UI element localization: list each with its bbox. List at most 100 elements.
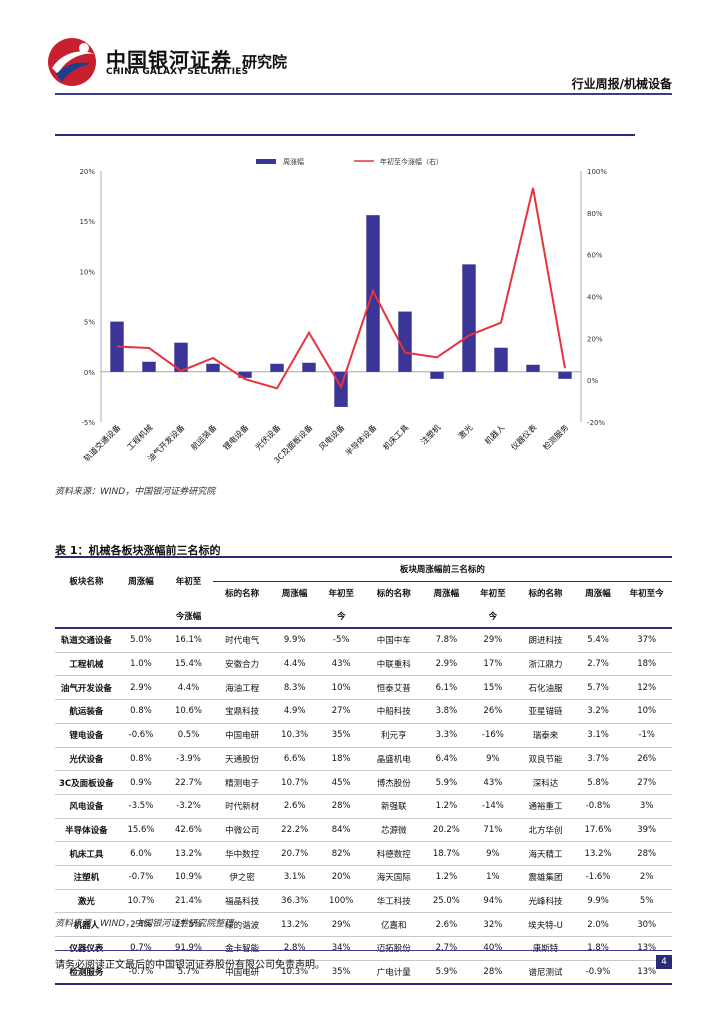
sector-name-cell: 仪器仪表 bbox=[55, 937, 118, 961]
table-cell: 1.0% bbox=[130, 659, 152, 670]
table-cell: 2.0% bbox=[587, 919, 609, 930]
table-cell: 18.7% bbox=[432, 848, 460, 859]
table-cell: 36.3% bbox=[281, 895, 309, 906]
table-cell: 10.6% bbox=[174, 706, 202, 717]
bar bbox=[526, 364, 540, 372]
table-cell: 15% bbox=[483, 682, 503, 693]
table-cell: -0.6% bbox=[128, 730, 154, 741]
table-cell: 9% bbox=[486, 753, 500, 764]
table-cell: 朗进科技 bbox=[528, 636, 563, 647]
table-cell: 20.7% bbox=[281, 848, 309, 859]
right-tick-label: 20% bbox=[587, 335, 603, 343]
col-name-2: 标的名称 bbox=[376, 589, 411, 600]
table-cell: 中联重科 bbox=[376, 660, 411, 671]
col-ytd: 年初至 bbox=[164, 555, 213, 605]
table-cell: 6.6% bbox=[283, 753, 306, 764]
table-row: 轨道交通设备 5.0% 16.1% 时代电气 9.9% -5% 中国中车 7.8% 29% 朗进科… bbox=[55, 628, 672, 653]
table-cell: 13.2% bbox=[281, 919, 309, 930]
table-cell: 2.8% bbox=[283, 943, 306, 954]
table-cell: 13.2% bbox=[584, 848, 612, 859]
table-cell: 21.4% bbox=[174, 895, 202, 906]
table-cell: 2.7% bbox=[435, 943, 458, 954]
table-cell: 5.8% bbox=[587, 777, 609, 788]
table-cell: 27.5% bbox=[174, 919, 202, 930]
table-cell: 39% bbox=[637, 824, 657, 835]
category-label: 机床工具 bbox=[381, 422, 411, 452]
category-label: 检测服务 bbox=[541, 422, 571, 452]
table-cell: 1% bbox=[486, 872, 500, 883]
table-cell: 亿嘉和 bbox=[381, 920, 407, 931]
col-week-3: 周涨幅 bbox=[585, 589, 611, 600]
table-cell: 20% bbox=[331, 872, 351, 883]
col-name-3: 标的名称 bbox=[528, 589, 563, 600]
sector-name-cell: 检测服务 bbox=[69, 968, 104, 979]
table-cell: 利元亨 bbox=[381, 731, 407, 742]
col-ytd-2: 年初至 bbox=[470, 581, 517, 604]
table-cell: 15.4% bbox=[174, 659, 202, 670]
table-row: 锂电设备 -0.6% 0.5% 中国电研 10.3% 35% 利元亨 3.3% -16% 瑞泰来 3… bbox=[55, 723, 672, 747]
bar bbox=[462, 264, 476, 372]
table-cell: 28% bbox=[331, 801, 351, 812]
table-cell: 5.7% bbox=[177, 967, 200, 978]
table-cell: 科德数控 bbox=[376, 849, 411, 860]
table-cell: 光峰科技 bbox=[528, 896, 563, 907]
table-cell: 天通股份 bbox=[225, 754, 260, 765]
table-cell: 安徽合力 bbox=[225, 660, 260, 671]
sector-name-cell: 机床工具 bbox=[69, 849, 104, 860]
table-cell: 5.9% bbox=[435, 967, 458, 978]
table-cell: 1.2% bbox=[435, 801, 458, 812]
category-label: 航运装备 bbox=[189, 422, 219, 452]
sector-name-cell: 半导体设备 bbox=[65, 825, 108, 836]
table-cell: 0.9% bbox=[130, 777, 152, 788]
col-sector: 板块名称 bbox=[55, 555, 118, 605]
brand-name-en: CHINA GALAXY SECURITIES bbox=[106, 67, 249, 77]
col-ytd-3: 年初至今 bbox=[629, 589, 664, 600]
table-cell: 3.1% bbox=[283, 872, 306, 883]
table-cell: 9.9% bbox=[283, 635, 306, 646]
table-cell: 博杰股份 bbox=[376, 778, 411, 789]
legend-line-label: 年初至今涨幅（右） bbox=[380, 157, 443, 166]
sector-top3-table-wrapper: 板块名称 周涨幅 年初至 板块周涨幅前三名标的 标的名称 周涨幅 年初至 标的名… bbox=[55, 555, 672, 985]
table-cell: 27% bbox=[637, 777, 657, 788]
table-cell: 北方华创 bbox=[528, 825, 563, 836]
table-cell: -0.7% bbox=[128, 967, 154, 978]
sector-name-cell: 注塑机 bbox=[73, 873, 100, 884]
table-cell: 22.7% bbox=[174, 777, 202, 788]
right-tick-label: 60% bbox=[587, 252, 603, 260]
right-tick-label: -20% bbox=[587, 419, 605, 427]
table-cell: -1% bbox=[638, 730, 655, 741]
table-cell: 中国中车 bbox=[376, 636, 411, 647]
table-cell: 17.6% bbox=[584, 824, 612, 835]
table-cell: 13% bbox=[637, 943, 657, 954]
table-cell: 43% bbox=[331, 659, 351, 670]
bar bbox=[558, 371, 572, 379]
bar bbox=[494, 347, 508, 372]
category-label: 风电设备 bbox=[317, 422, 347, 452]
table-cell: 10.3% bbox=[281, 967, 309, 978]
table-cell: -14% bbox=[481, 801, 504, 812]
table-cell: 5.4% bbox=[587, 635, 609, 646]
bar bbox=[206, 363, 220, 372]
table-cell: 84% bbox=[331, 824, 351, 835]
bar bbox=[430, 371, 444, 379]
legend-bar-swatch bbox=[256, 159, 276, 164]
table-cell: 3.7% bbox=[587, 753, 609, 764]
table-cell: 10.7% bbox=[127, 895, 155, 906]
table-cell: 12% bbox=[637, 682, 657, 693]
table-cell: 10.3% bbox=[281, 730, 309, 741]
table-cell: 2.9% bbox=[130, 682, 152, 693]
table-cell: -0.9% bbox=[585, 967, 611, 978]
table-cell: 海油工程 bbox=[225, 683, 260, 694]
left-tick-label: -5% bbox=[81, 419, 95, 427]
right-tick-label: 40% bbox=[587, 294, 603, 302]
table-cell: 0.8% bbox=[130, 706, 152, 717]
table-cell: 6.0% bbox=[130, 848, 152, 859]
sector-name-cell: 轨道交通设备 bbox=[60, 636, 112, 647]
table-cell: 91.9% bbox=[174, 943, 202, 954]
group-header: 板块周涨幅前三名标的 bbox=[212, 555, 672, 582]
table-cell: 金卡智能 bbox=[213, 937, 272, 961]
right-tick-label: 100% bbox=[587, 168, 607, 176]
table-cell: 28% bbox=[483, 967, 503, 978]
col-week-2: 周涨幅 bbox=[433, 589, 460, 600]
left-tick-label: 15% bbox=[79, 218, 95, 226]
